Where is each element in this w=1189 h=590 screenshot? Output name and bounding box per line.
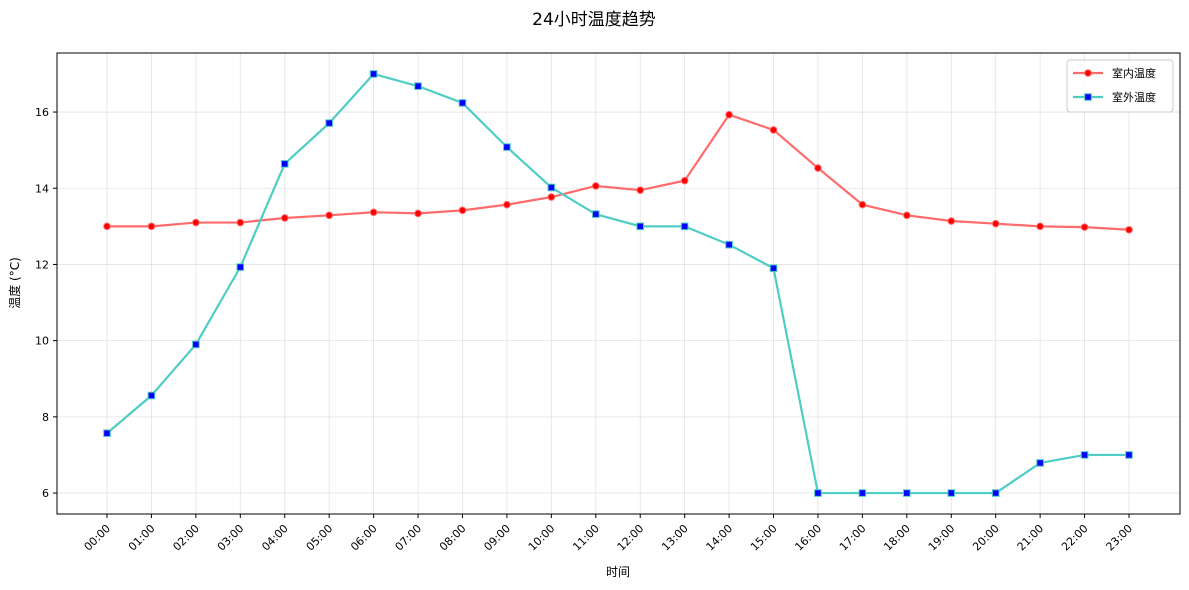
legend-item: 室外温度	[1073, 90, 1156, 104]
data-point	[769, 126, 778, 134]
x-tick-label: 23:00	[1104, 522, 1136, 554]
x-tick-label: 22:00	[1059, 522, 1091, 554]
x-tick-label: 08:00	[437, 522, 469, 554]
data-point	[547, 193, 556, 201]
x-tick-label: 05:00	[304, 522, 336, 554]
data-point	[147, 391, 156, 400]
y-axis: 6 8 10 12 14 16	[35, 106, 57, 500]
x-tick-label: 02:00	[170, 522, 202, 554]
x-tick-label: 11:00	[570, 522, 602, 554]
data-point	[858, 489, 867, 497]
y-axis-label: 温度 (°C)	[7, 257, 22, 309]
data-point	[814, 164, 822, 172]
legend-marker	[1084, 93, 1092, 101]
data-point	[814, 489, 822, 497]
data-point	[947, 217, 956, 225]
data-point	[1125, 451, 1133, 459]
x-tick-label: 21:00	[1015, 522, 1047, 554]
legend-label: 室外温度	[1112, 90, 1156, 104]
data-point	[458, 99, 467, 107]
x-tick-label: 13:00	[659, 522, 691, 554]
x-tick-label: 17:00	[837, 522, 869, 554]
data-point	[1036, 459, 1044, 467]
x-tick-label: 09:00	[481, 522, 513, 554]
x-axis: 00:00 01:00 02:00 03:00 04:00 05:00 06:00 07:00…	[82, 514, 1136, 554]
data-point	[1080, 223, 1089, 231]
data-point	[103, 429, 111, 438]
data-point	[192, 218, 200, 227]
x-tick-label: 18:00	[881, 522, 913, 554]
data-point	[280, 214, 289, 222]
data-point	[103, 222, 111, 231]
y-tick-label: 14	[35, 182, 49, 195]
data-point	[280, 160, 289, 168]
data-point	[591, 182, 600, 190]
data-point	[414, 209, 422, 218]
data-point	[458, 206, 467, 215]
data-point	[725, 240, 733, 249]
x-tick-label: 07:00	[393, 522, 425, 554]
data-point	[1080, 451, 1089, 459]
x-tick-label: 04:00	[259, 522, 291, 554]
chart-title: 24小时温度趋势	[532, 10, 656, 30]
data-point	[192, 340, 200, 349]
data-point	[1125, 225, 1133, 234]
data-point	[236, 263, 245, 271]
data-point	[680, 176, 689, 185]
x-tick-label: 16:00	[792, 522, 824, 554]
x-tick-label: 00:00	[82, 522, 114, 554]
data-point	[991, 489, 1000, 497]
x-tick-label: 20:00	[970, 522, 1002, 554]
x-tick-label: 12:00	[615, 522, 647, 554]
data-point	[769, 264, 778, 273]
data-point	[1036, 222, 1044, 231]
data-point	[147, 222, 156, 231]
data-point	[369, 70, 378, 78]
legend-marker	[1084, 69, 1092, 77]
legend-item: 室内温度	[1073, 66, 1156, 80]
x-tick-label: 19:00	[926, 522, 958, 554]
series-line	[107, 113, 1130, 231]
x-tick-label: 01:00	[126, 522, 158, 554]
data-point	[547, 183, 556, 192]
y-tick-label: 8	[42, 411, 49, 424]
x-tick-label: 03:00	[215, 522, 247, 554]
data-point	[236, 218, 245, 227]
series-line	[106, 72, 1129, 495]
data-point	[903, 211, 911, 220]
series-2	[103, 70, 1133, 497]
series-layer	[103, 70, 1133, 497]
data-point	[903, 489, 911, 497]
x-tick-label: 14:00	[704, 522, 736, 554]
data-point	[947, 489, 956, 497]
data-point	[503, 143, 511, 151]
legend-label: 室内温度	[1112, 66, 1156, 80]
data-point	[858, 200, 867, 209]
data-point	[680, 222, 689, 231]
data-point	[636, 222, 645, 231]
series-1	[103, 110, 1133, 234]
x-tick-label: 06:00	[348, 522, 380, 554]
y-tick-label: 10	[35, 335, 49, 348]
y-tick-label: 16	[35, 106, 49, 119]
data-point	[414, 82, 422, 90]
x-axis-label: 时间	[606, 565, 630, 579]
data-point	[325, 119, 333, 127]
data-point	[636, 186, 645, 194]
x-tick-label: 10:00	[526, 522, 558, 554]
data-point	[325, 211, 333, 220]
y-tick-label: 12	[35, 258, 49, 271]
data-point	[991, 219, 1000, 228]
data-point	[369, 208, 378, 217]
data-point	[591, 210, 600, 218]
data-point	[725, 110, 733, 119]
grid	[57, 53, 1180, 514]
y-tick-label: 6	[42, 487, 49, 500]
plot-frame	[56, 52, 1181, 515]
data-point	[503, 200, 511, 209]
x-tick-label: 15:00	[748, 522, 780, 554]
